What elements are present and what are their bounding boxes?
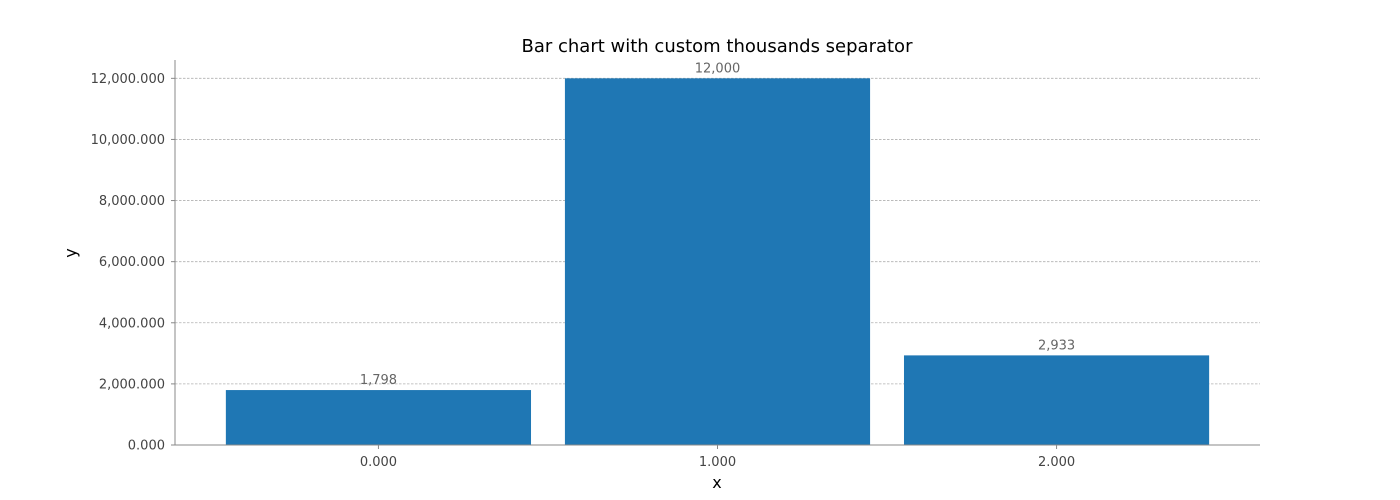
bars xyxy=(225,78,1210,445)
y-tick-label: 0.000 xyxy=(128,439,165,454)
y-tick-label: 2,000.000 xyxy=(99,377,165,392)
y-axis-ticks: 0.000 2,000.000 4,000.000 6,000.000 8,000.00… xyxy=(91,72,175,454)
bar xyxy=(564,78,871,445)
chart-title: Bar chart with custom thousands separato… xyxy=(522,36,914,57)
bar-value-label: 1,798 xyxy=(360,373,397,388)
bar xyxy=(903,355,1210,445)
bar xyxy=(225,390,532,445)
x-tick-label: 1.000 xyxy=(699,455,736,470)
y-tick-label: 4,000.000 xyxy=(99,316,165,331)
y-tick-label: 8,000.000 xyxy=(99,194,165,209)
y-tick-label: 10,000.000 xyxy=(91,133,165,148)
bar-value-label: 12,000 xyxy=(695,61,741,76)
y-axis-label: y xyxy=(61,248,80,257)
bar-value-label: 2,933 xyxy=(1038,338,1075,353)
x-tick-label: 2.000 xyxy=(1038,455,1075,470)
x-tick-label: 0.000 xyxy=(360,455,397,470)
y-tick-label: 12,000.000 xyxy=(91,72,165,87)
x-axis-label: x xyxy=(712,473,721,492)
y-tick-label: 6,000.000 xyxy=(99,255,165,270)
x-axis-ticks: 0.000 1.000 2.000 xyxy=(360,445,1075,470)
data-labels: 1,798 12,000 2,933 xyxy=(360,61,1075,388)
